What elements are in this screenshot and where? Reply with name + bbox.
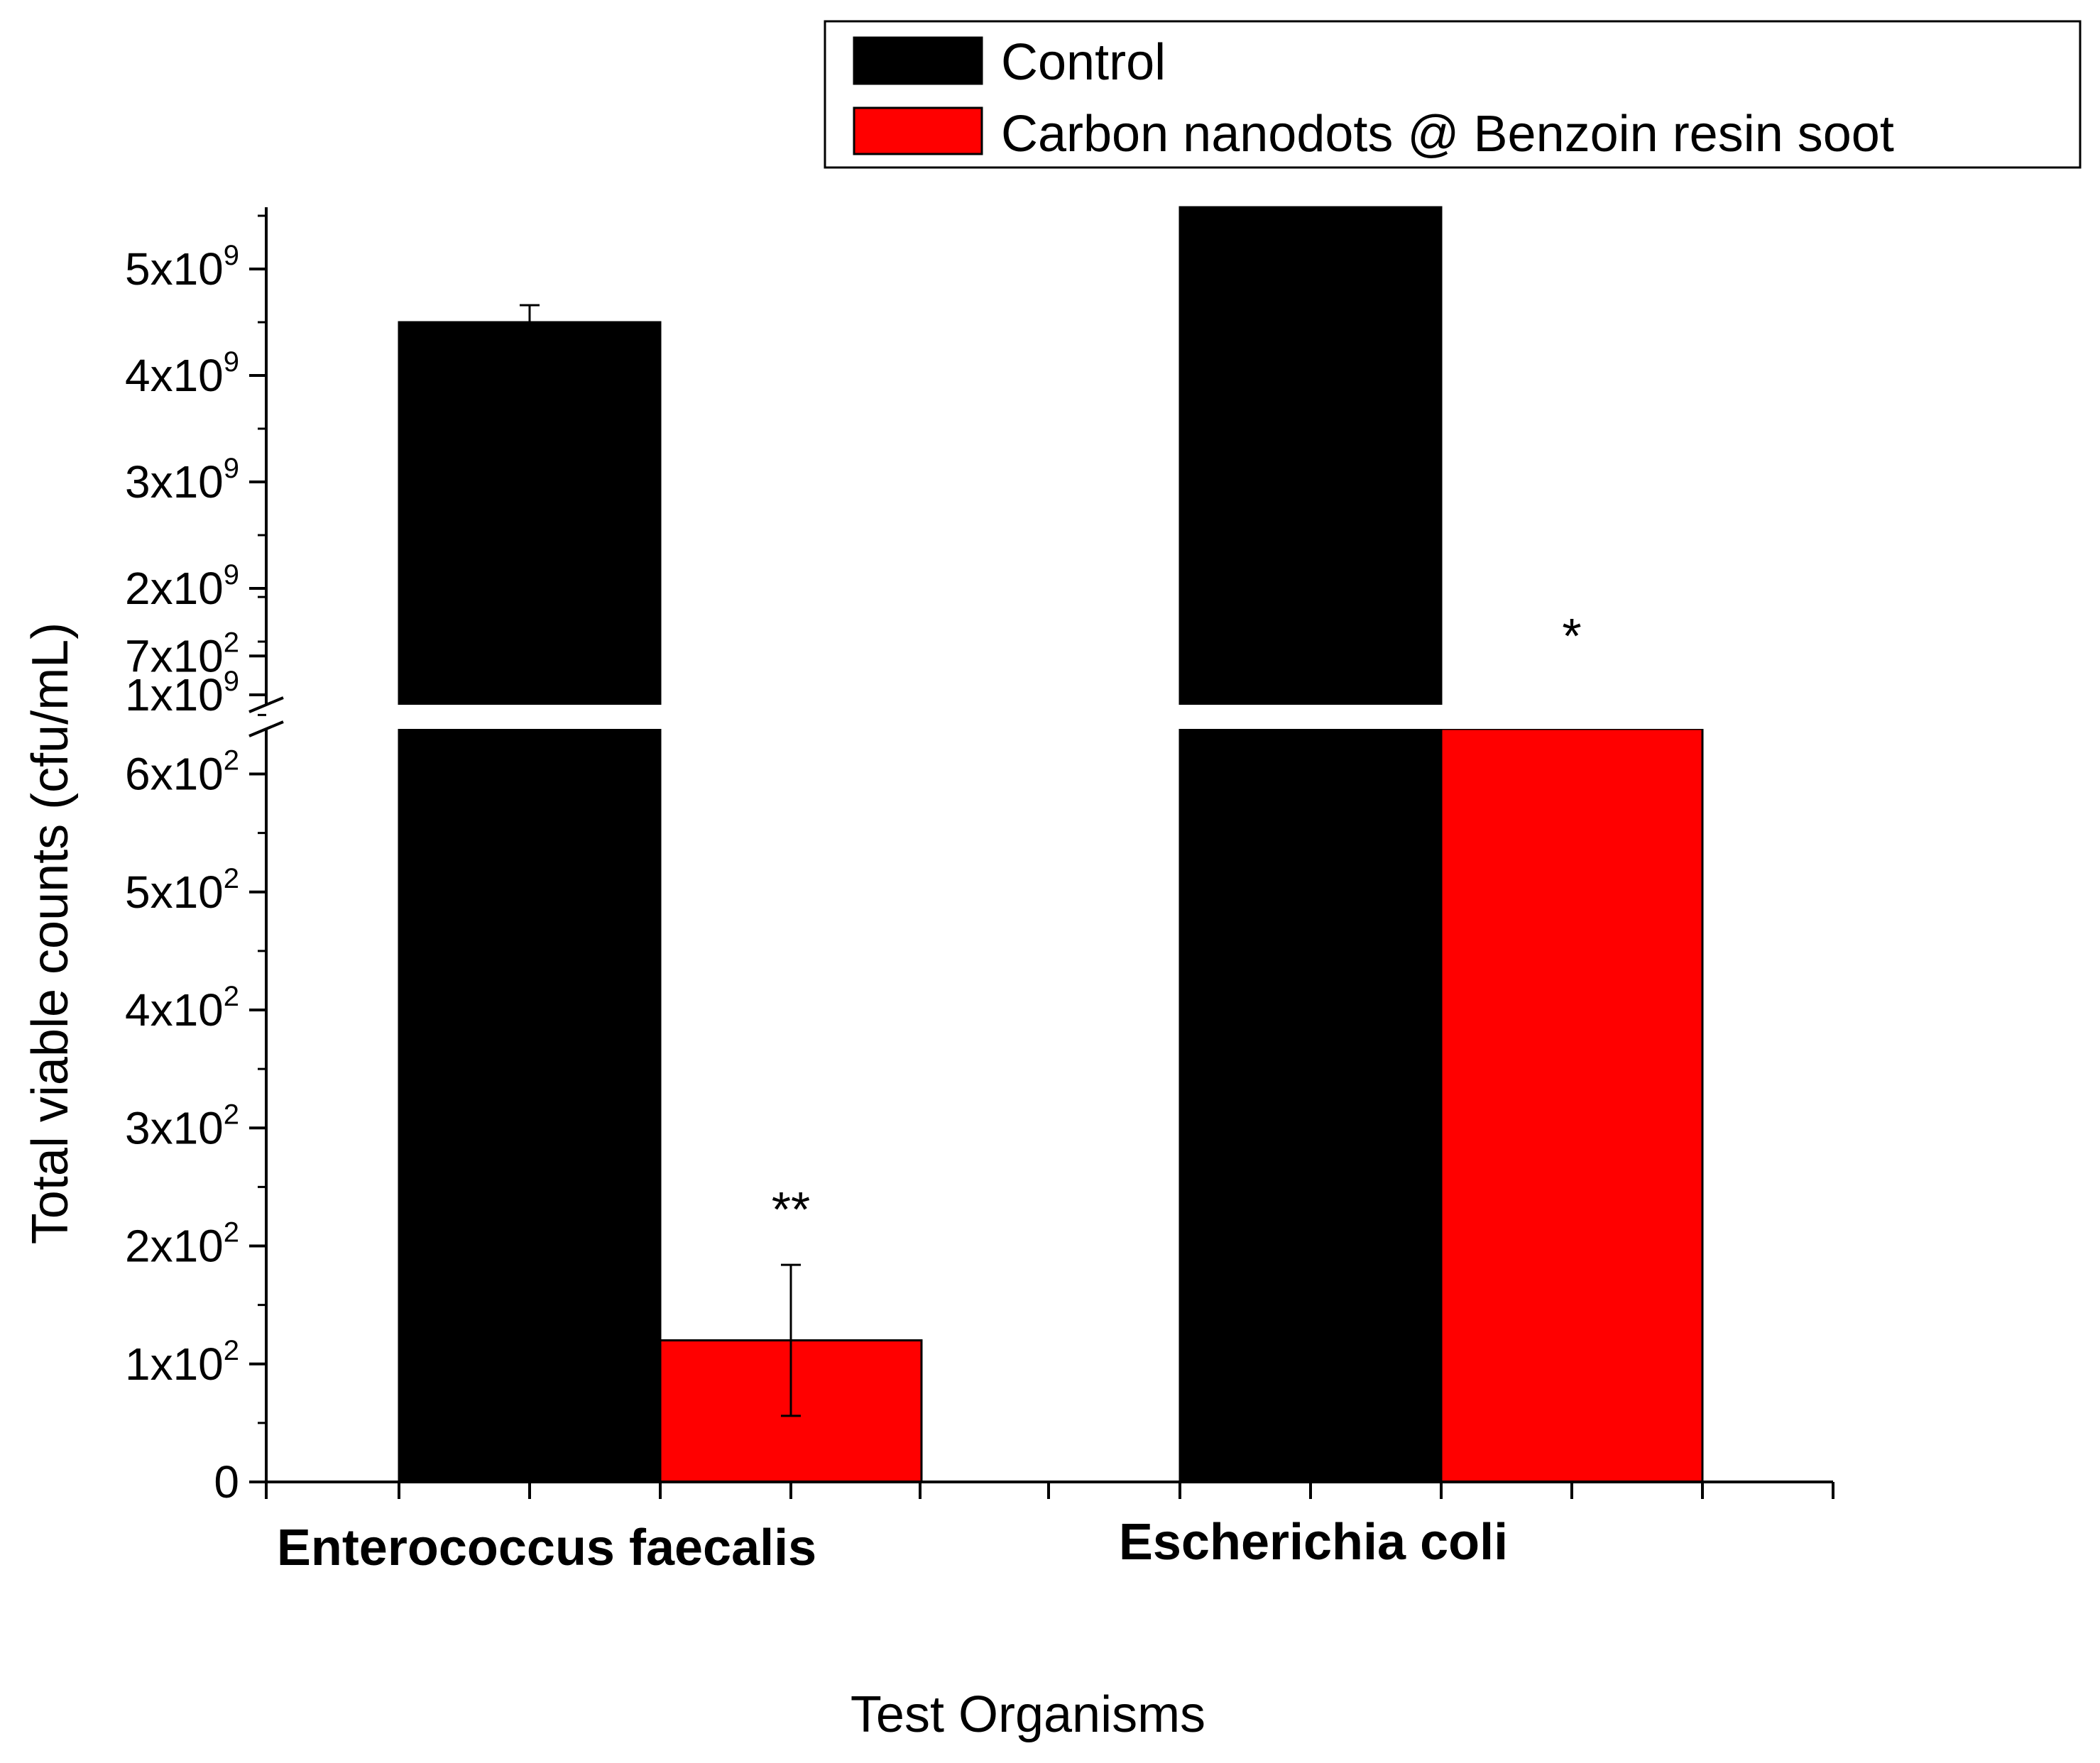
y-tick-lower-4-label: 4x102 (125, 981, 239, 1036)
legend-box (824, 20, 2082, 169)
y-tick-upper-3-label: 4x109 (125, 346, 239, 401)
legend-swatch-control (853, 36, 983, 85)
significance-mark-0: ** (772, 1182, 810, 1237)
y-tick-lower-0-label: 0 (214, 1456, 239, 1507)
y-axis-label: Total viable counts (cfu/mL) (22, 622, 79, 1244)
y-tick-upper-2-label: 3x109 (125, 453, 239, 507)
x-axis-label: Test Organisms (851, 1686, 1205, 1743)
bar-control-1-lower (1178, 727, 1443, 1483)
y-tick-upper-4-label: 5x109 (125, 240, 239, 295)
category-label-0: Enterococcus faecalis (277, 1520, 816, 1576)
bar-control-0-lower (398, 727, 662, 1483)
legend-swatch-treatment (853, 106, 983, 155)
labels-layer: *** (772, 608, 1582, 1237)
axis-break-band (268, 705, 1835, 729)
bars-layer (268, 206, 1835, 1483)
y-tick-lower-1-label: 1x102 (125, 1335, 239, 1390)
legend-label-treatment: Carbon nanodots @ Benzoin resin soot (1001, 106, 1894, 163)
category-label-1: Escherichia coli (1119, 1514, 1508, 1571)
y-tick-lower-6-label: 6x102 (125, 745, 239, 800)
bar-control-0-upper (398, 321, 662, 706)
axes-layer: 0 1x102 2x102 3x102 4x102 5x102 6x102 7x1021x10… (125, 207, 1834, 1507)
bar-treatment-1-lower (1440, 727, 1704, 1483)
y-tick-upper-1-label: 2x109 (125, 559, 239, 614)
bar-control-1-upper (1178, 206, 1443, 706)
axis-break-mark-top (248, 696, 284, 713)
y-tick-upper-0-label: 1x109 (125, 666, 239, 720)
significance-mark-1: * (1562, 608, 1581, 664)
legend: Control Carbon nanodots @ Benzoin resin … (824, 20, 2082, 169)
y-tick-lower-3-label: 3x102 (125, 1099, 239, 1153)
y-tick-lower-2-label: 2x102 (125, 1217, 239, 1272)
axis-break-mark-bottom (248, 720, 284, 737)
legend-label-control: Control (1001, 34, 1166, 91)
y-tick-lower-5-label: 5x102 (125, 863, 239, 918)
y-tick-lower-7-label: 7x102 (125, 627, 239, 681)
